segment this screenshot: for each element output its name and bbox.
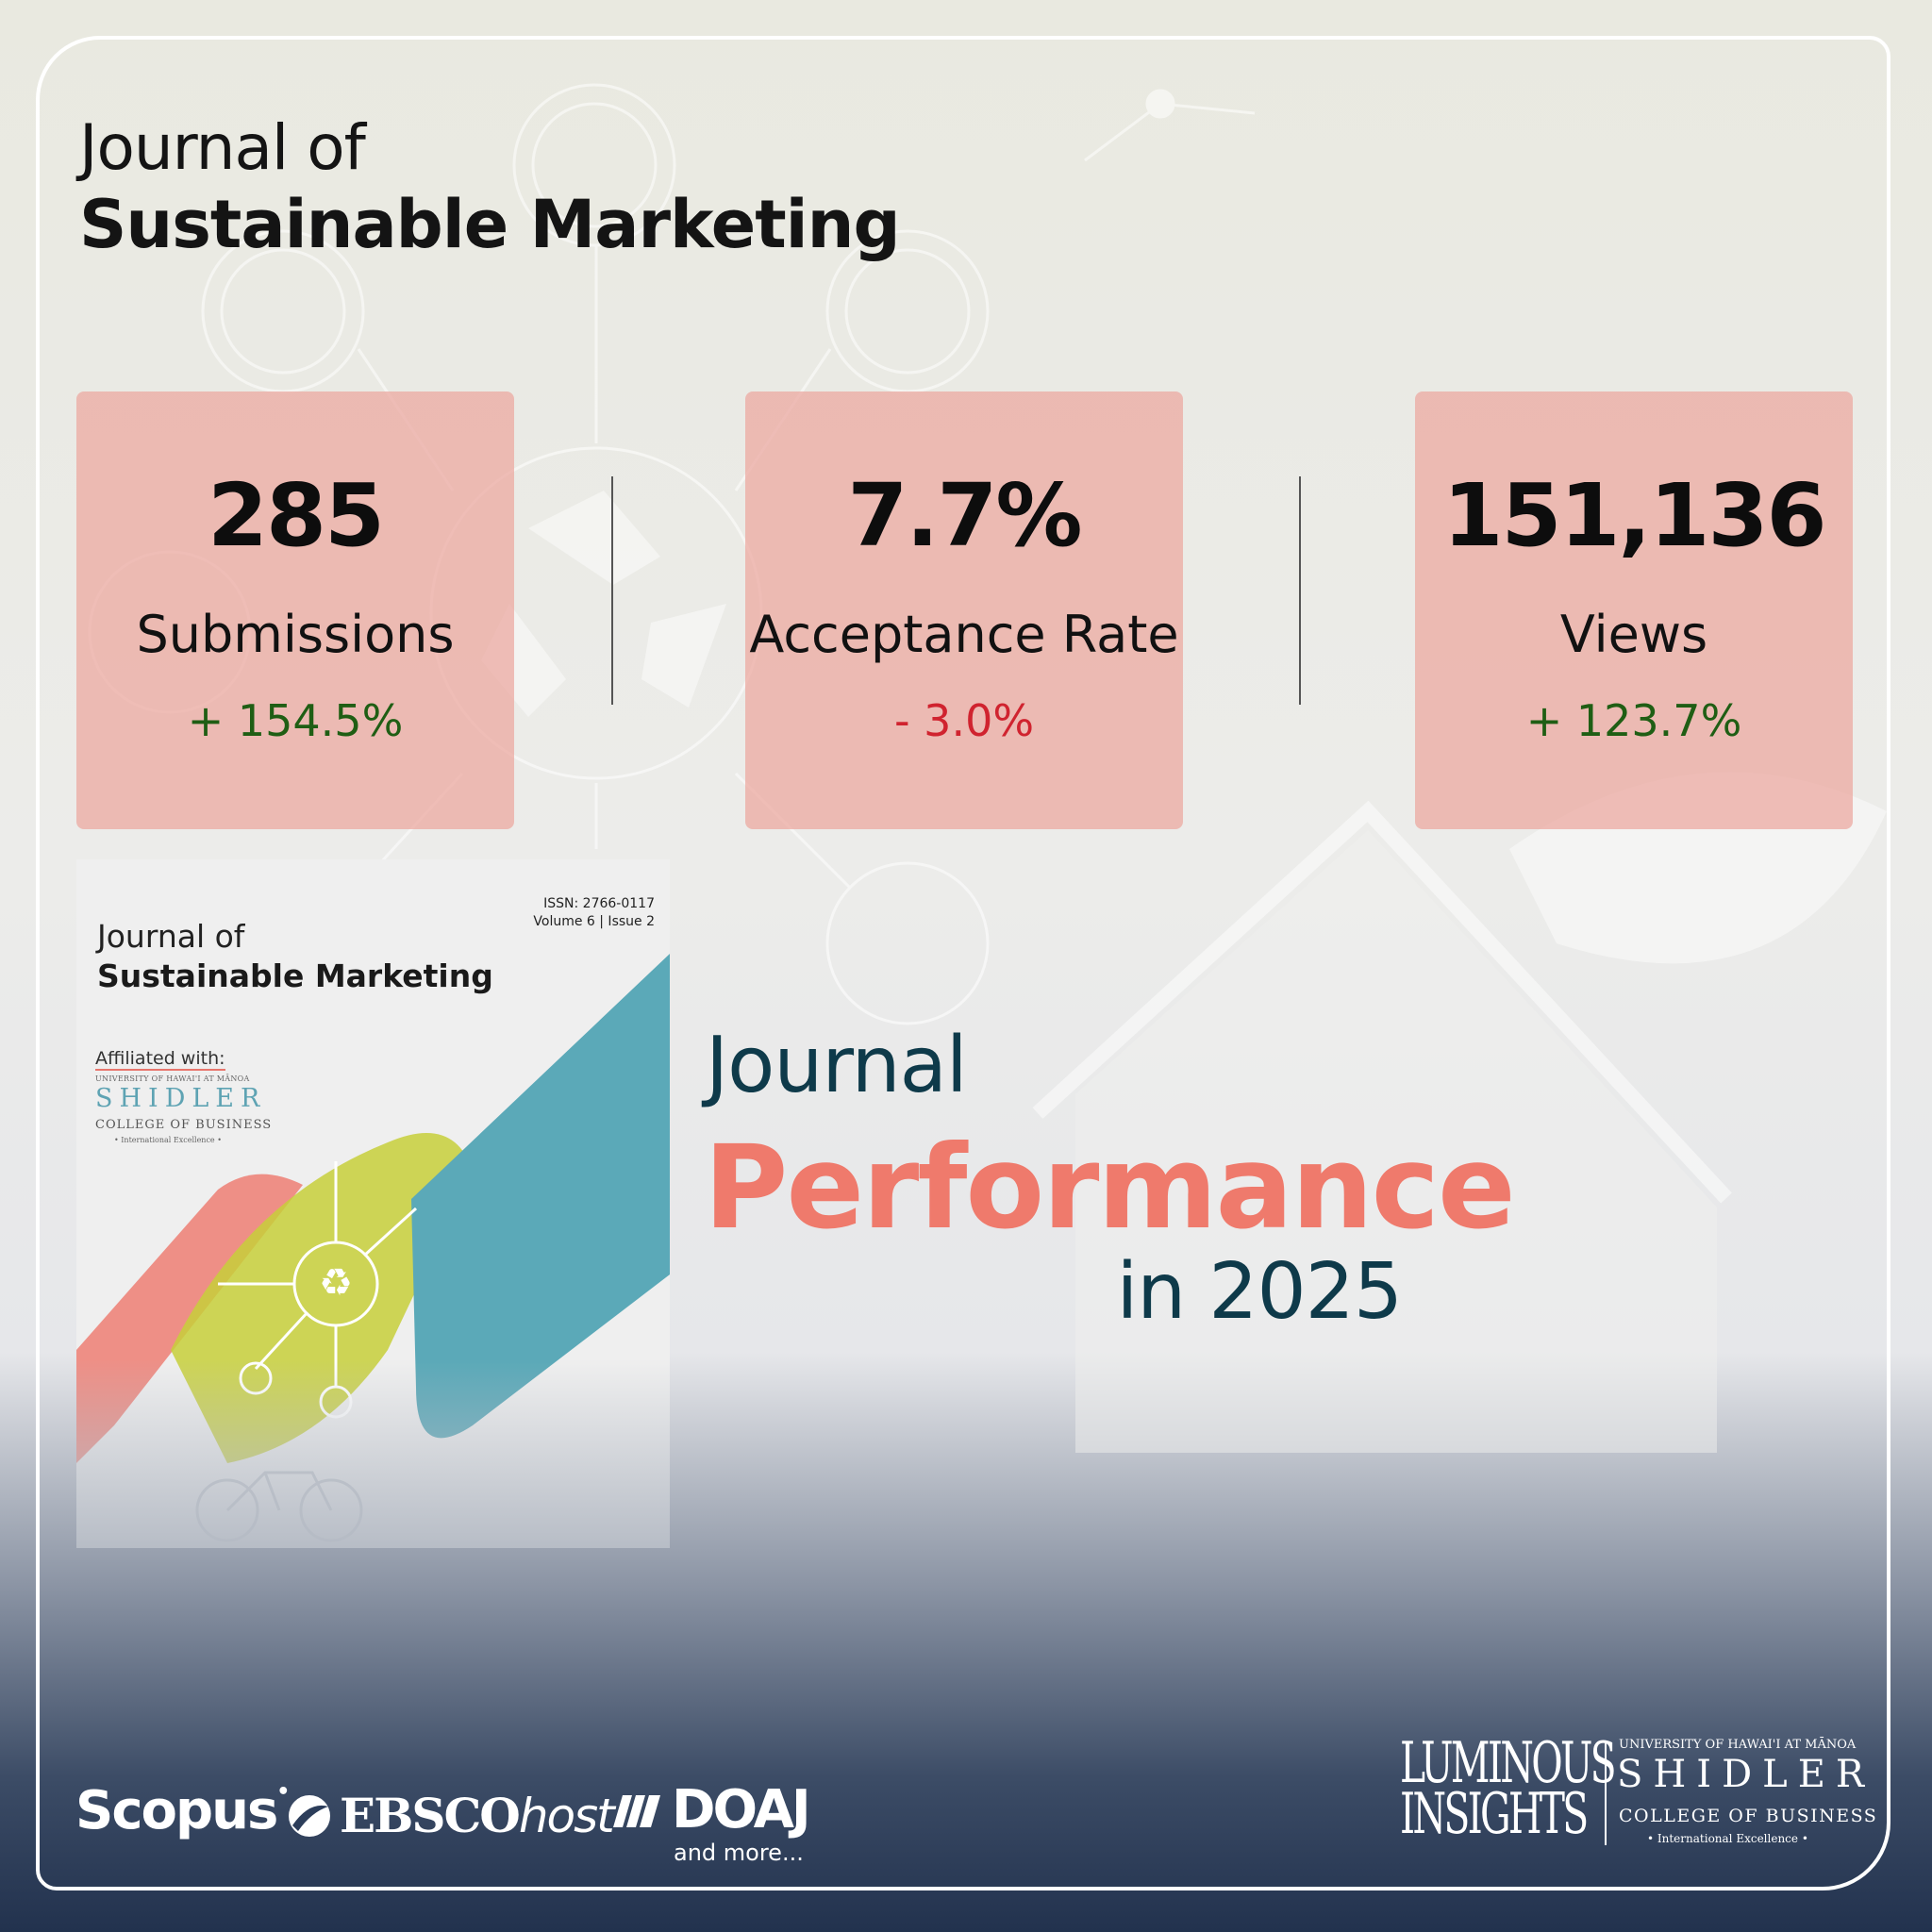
cover-shidler-logo: SHIDLER bbox=[95, 1084, 267, 1113]
scopus-text: Scopus bbox=[75, 1780, 278, 1841]
cover-title-line1: Journal of bbox=[97, 918, 245, 955]
cover-college: COLLEGE OF BUSINESS bbox=[95, 1118, 273, 1132]
stat-value: 285 bbox=[207, 465, 385, 566]
shidler-tagline: • International Excellence • bbox=[1647, 1832, 1808, 1845]
ebscohost-logo: EBSCOhost bbox=[287, 1788, 615, 1843]
title-line2: Sustainable Marketing bbox=[79, 186, 901, 263]
luminous-line2: INSIGHTS bbox=[1400, 1781, 1589, 1847]
stat-divider bbox=[1299, 476, 1301, 705]
stat-change: + 154.5% bbox=[187, 695, 404, 746]
svg-text:♻: ♻ bbox=[319, 1261, 353, 1305]
journal-cover: ♻ ISSN: 2766-0117 Volume 6 | Issue 2 Jou… bbox=[76, 859, 670, 1548]
cover-volume-issue: Volume 6 | Issue 2 bbox=[533, 914, 655, 929]
cover-issn: ISSN: 2766-0117 Volume 6 | Issue 2 bbox=[533, 895, 655, 931]
luminous-line1: LUMINOUS bbox=[1400, 1730, 1617, 1796]
doaj-book-icon bbox=[613, 1794, 660, 1827]
stat-change: - 3.0% bbox=[893, 695, 1035, 746]
headline-year: in 2025 bbox=[1116, 1247, 1403, 1337]
stat-label: Views bbox=[1559, 605, 1708, 664]
cover-issn-number: ISSN: 2766-0117 bbox=[543, 896, 655, 911]
journal-title: Journal of Sustainable Marketing bbox=[79, 111, 901, 263]
cover-fade bbox=[76, 1359, 670, 1548]
stat-value: 7.7% bbox=[847, 465, 1082, 566]
scopus-logo: Scopus• bbox=[75, 1780, 290, 1841]
cover-tagline: • International Excellence • bbox=[114, 1136, 222, 1144]
stat-value: 151,136 bbox=[1442, 465, 1826, 566]
headline-performance: Performance bbox=[704, 1121, 1516, 1255]
shidler-logo: SHIDLER bbox=[1617, 1753, 1875, 1796]
ebsco-text: EBSCO bbox=[340, 1788, 521, 1843]
stat-card-submissions: 285 Submissions + 154.5% bbox=[76, 391, 514, 829]
shidler-university: UNIVERSITY OF HAWAI'I AT MĀNOA bbox=[1619, 1738, 1857, 1752]
cover-university: UNIVERSITY OF HAWAI'I AT MĀNOA bbox=[95, 1074, 250, 1083]
indexing-more: and more... bbox=[674, 1840, 804, 1866]
stat-card-views: 151,136 Views + 123.7% bbox=[1415, 391, 1853, 829]
cover-affiliated-label: Affiliated with: bbox=[95, 1048, 225, 1071]
headline-journal: Journal bbox=[706, 1021, 968, 1110]
ebsco-swoosh-icon bbox=[289, 1794, 330, 1837]
stat-change: + 123.7% bbox=[1525, 695, 1742, 746]
stat-divider bbox=[611, 476, 613, 705]
stat-label: Submissions bbox=[136, 605, 455, 664]
stat-card-acceptance-rate: 7.7% Acceptance Rate - 3.0% bbox=[745, 391, 1183, 829]
doaj-text: DOAJ bbox=[672, 1779, 811, 1840]
logo-separator bbox=[1605, 1741, 1607, 1845]
page-frame bbox=[36, 36, 1890, 1890]
cover-title-line2: Sustainable Marketing bbox=[97, 958, 493, 994]
luminous-insights-logo: LUMINOUS INSIGHTS bbox=[1400, 1730, 1617, 1847]
title-line1: Journal of bbox=[79, 111, 366, 184]
shidler-college: COLLEGE OF BUSINESS bbox=[1619, 1806, 1878, 1826]
ebsco-host-text: host bbox=[518, 1789, 615, 1843]
doaj-logo: DOAJ bbox=[609, 1779, 811, 1840]
stat-label: Acceptance Rate bbox=[749, 605, 1179, 664]
